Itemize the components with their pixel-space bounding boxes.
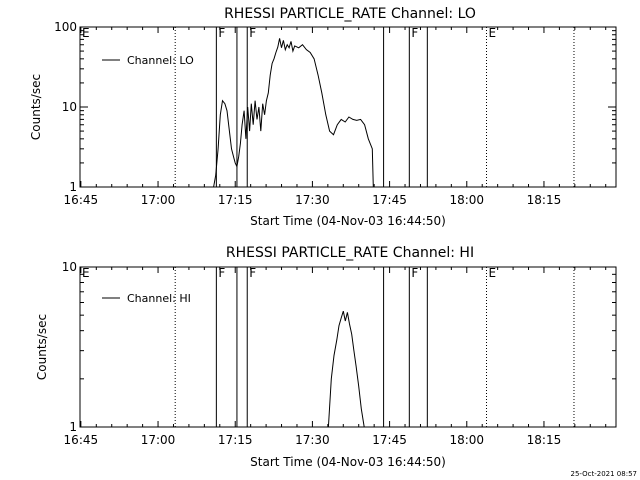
chart-title-hi: RHESSI PARTICLE_RATE Channel: HI: [226, 245, 474, 261]
legend-hi: Channel: HI: [102, 292, 191, 305]
series-line-hi: [327, 310, 365, 428]
x-tick-label: 16:45: [64, 433, 99, 447]
event-marker-label: E: [489, 266, 497, 280]
event-marker-label: F: [249, 266, 256, 280]
x-axis-label-hi: Start Time (04-Nov-03 16:44:50): [250, 455, 446, 469]
hi-channel-panel: RHESSI PARTICLE_RATE Channel: HI Counts/…: [35, 245, 617, 469]
series-line-lo: [213, 38, 374, 188]
y-tick-label: 1: [69, 180, 77, 194]
y-tick-label: 10: [62, 260, 77, 274]
x-tick-label: 17:00: [141, 193, 176, 207]
x-tick-label: 17:45: [372, 193, 407, 207]
y-axis-label-lo: Counts/sec: [29, 74, 43, 140]
event-marker-label: F: [218, 26, 225, 40]
event-marker-label: F: [249, 26, 256, 40]
plot-frame: [79, 266, 617, 428]
y-tick-label: 10: [62, 100, 77, 114]
x-tick-label: 17:15: [218, 193, 253, 207]
x-tick-label: 18:15: [527, 193, 562, 207]
legend-lo: Channel: LO: [102, 54, 194, 67]
x-tick-label: 18:00: [449, 193, 484, 207]
chart-title-lo: RHESSI PARTICLE_RATE Channel: LO: [224, 6, 476, 22]
legend-label-lo: Channel: LO: [127, 54, 194, 67]
x-tick-label: 17:30: [295, 433, 330, 447]
x-tick-label: 18:15: [527, 433, 562, 447]
x-tick-label: 17:00: [141, 433, 176, 447]
y-tick-label: 1: [69, 420, 77, 434]
y-tick-label: 100: [54, 20, 77, 34]
event-marker-label: F: [411, 26, 418, 40]
x-tick-label: 17:45: [372, 433, 407, 447]
event-marker-label: F: [411, 266, 418, 280]
x-axis-label-lo: Start Time (04-Nov-03 16:44:50): [250, 214, 446, 228]
event-marker-label: F: [218, 266, 225, 280]
y-axis-label-hi: Counts/sec: [35, 314, 49, 380]
event-marker-label: E: [82, 26, 90, 40]
x-tick-label: 17:15: [218, 433, 253, 447]
x-tick-label: 17:30: [295, 193, 330, 207]
x-tick-label: 18:00: [449, 433, 484, 447]
legend-label-hi: Channel: HI: [127, 292, 191, 305]
x-tick-label: 16:45: [64, 193, 99, 207]
event-marker-label: E: [82, 266, 90, 280]
lo-channel-panel: RHESSI PARTICLE_RATE Channel: LO Counts/…: [29, 6, 617, 228]
generation-timestamp: 25-Oct-2021 08:57: [571, 470, 637, 478]
event-marker-label: E: [489, 26, 497, 40]
